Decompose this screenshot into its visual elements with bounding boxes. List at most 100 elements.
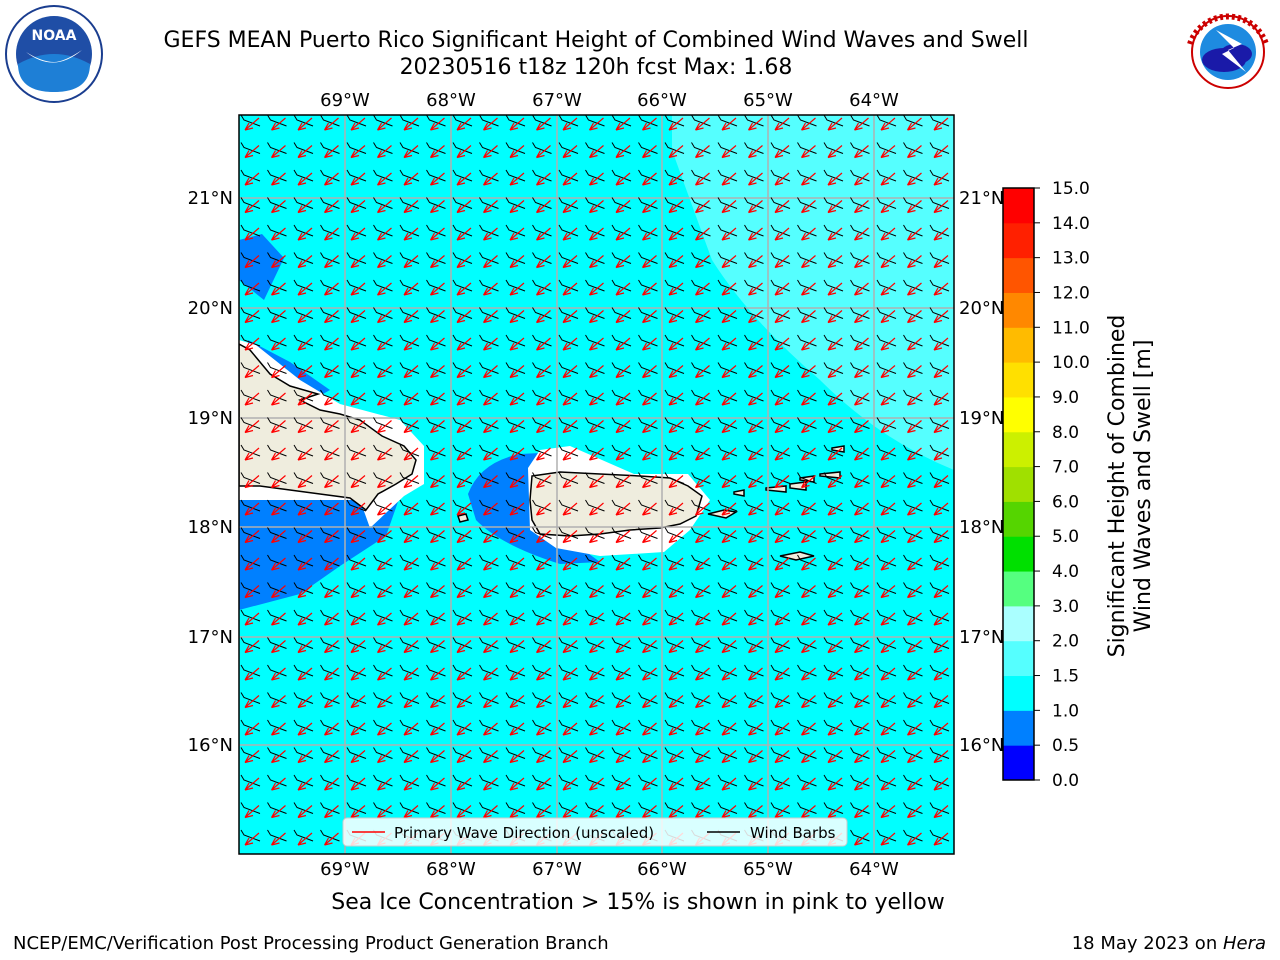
wave-direction-arrow — [588, 722, 604, 736]
wave-direction-arrow — [270, 282, 286, 296]
wind-barb — [267, 362, 287, 374]
wave-direction-arrow — [297, 145, 313, 159]
wind-barb — [823, 664, 844, 677]
wave-direction-arrow — [429, 530, 445, 544]
map-subtitle: 20230516 t18z 120h fcst Max: 1.68 — [399, 55, 793, 80]
wave-direction-arrow — [721, 310, 737, 324]
wave-direction-arrow — [270, 502, 286, 516]
wind-barb — [452, 444, 473, 457]
wave-direction-arrow — [933, 640, 949, 654]
wave-direction-arrow — [509, 172, 525, 186]
wind-barb — [744, 747, 764, 759]
wave-direction-arrow — [668, 805, 684, 819]
wind-barb — [373, 802, 393, 814]
wind-barb — [929, 554, 950, 567]
wind-barb — [452, 609, 473, 622]
wave-direction-arrow — [456, 777, 472, 791]
wave-direction-arrow — [403, 337, 419, 351]
wind-barb — [717, 252, 738, 264]
wind-barb — [267, 637, 287, 649]
wave-direction-arrow — [747, 640, 763, 654]
wind-barb — [744, 582, 764, 594]
wind-barb — [876, 307, 897, 319]
wave-direction-arrow — [482, 585, 498, 599]
wave-direction-arrow — [668, 365, 684, 379]
lon-tick-top: 65°W — [743, 90, 793, 111]
wave-direction-arrow — [747, 310, 763, 324]
wind-barb — [532, 692, 552, 704]
wind-barb — [744, 802, 764, 814]
wave-direction-arrow — [906, 145, 922, 159]
wind-barb — [903, 417, 923, 429]
wind-barb — [850, 554, 870, 567]
lat-tick-left: 16°N — [188, 735, 233, 756]
wind-barb — [797, 472, 817, 484]
wave-direction-arrow — [535, 447, 551, 461]
wave-direction-arrow — [853, 117, 869, 131]
wave-direction-arrow — [350, 337, 366, 351]
wave-direction-arrow — [668, 585, 684, 599]
wave-direction-arrow — [323, 420, 339, 434]
wind-barb — [797, 307, 817, 319]
wind-barb — [532, 774, 552, 787]
wind-barb — [929, 115, 950, 127]
wind-barb — [240, 169, 261, 182]
wave-direction-arrow — [535, 557, 551, 571]
wind-barb — [346, 197, 367, 209]
wave-direction-arrow — [429, 557, 445, 571]
wave-direction-arrow — [827, 805, 843, 819]
colorbar-segment — [1003, 466, 1034, 502]
wave-direction-arrow — [297, 365, 313, 379]
wind-barb — [320, 279, 340, 292]
wind-barb — [876, 637, 897, 649]
wind-barb — [770, 774, 791, 787]
wave-direction-arrow — [323, 447, 339, 461]
wave-direction-arrow — [270, 172, 286, 186]
wind-barb — [691, 252, 711, 264]
wave-direction-arrow — [297, 447, 313, 461]
wave-direction-arrow — [482, 777, 498, 791]
wave-direction-arrow — [721, 420, 737, 434]
map-title: GEFS MEAN Puerto Rico Significant Height… — [163, 28, 1029, 53]
wind-barb — [293, 417, 314, 429]
wave-direction-arrow — [429, 447, 445, 461]
wind-barb — [717, 197, 738, 209]
wind-barb — [585, 169, 605, 182]
wind-barb — [293, 802, 314, 814]
wave-direction-arrow — [456, 667, 472, 681]
wind-barb — [479, 334, 499, 347]
wave-direction-arrow — [880, 255, 896, 269]
wind-barb — [929, 362, 950, 374]
wave-direction-arrow — [906, 200, 922, 214]
wave-direction-arrow — [323, 805, 339, 819]
wind-barb — [903, 115, 923, 127]
lat-tick-left: 20°N — [188, 298, 233, 319]
wave-direction-arrow — [270, 255, 286, 269]
wind-barb — [346, 747, 367, 759]
wind-barb — [320, 362, 340, 374]
wave-direction-arrow — [323, 722, 339, 736]
wave-direction-arrow — [350, 530, 366, 544]
wave-direction-arrow — [933, 447, 949, 461]
wind-barb — [823, 719, 844, 732]
wind-barb — [267, 829, 287, 842]
wind-barb — [770, 307, 791, 319]
wind-barb — [638, 169, 658, 182]
wave-direction-arrow — [588, 420, 604, 434]
wave-direction-arrow — [800, 750, 816, 764]
wave-direction-arrow — [641, 612, 657, 626]
wave-direction-arrow — [721, 640, 737, 654]
wave-direction-arrow — [509, 502, 525, 516]
wind-barb — [558, 142, 579, 154]
wind-barb — [479, 692, 499, 704]
wind-barb — [770, 389, 791, 402]
wind-barb — [691, 279, 711, 292]
wind-barb — [479, 197, 499, 209]
wind-barb — [452, 224, 473, 237]
lon-tick-bottom: 66°W — [637, 859, 687, 880]
wave-direction-arrow — [456, 227, 472, 241]
wind-barb — [426, 142, 446, 154]
wave-direction-arrow — [800, 502, 816, 516]
wave-direction-arrow — [668, 530, 684, 544]
wind-barb — [346, 774, 367, 787]
